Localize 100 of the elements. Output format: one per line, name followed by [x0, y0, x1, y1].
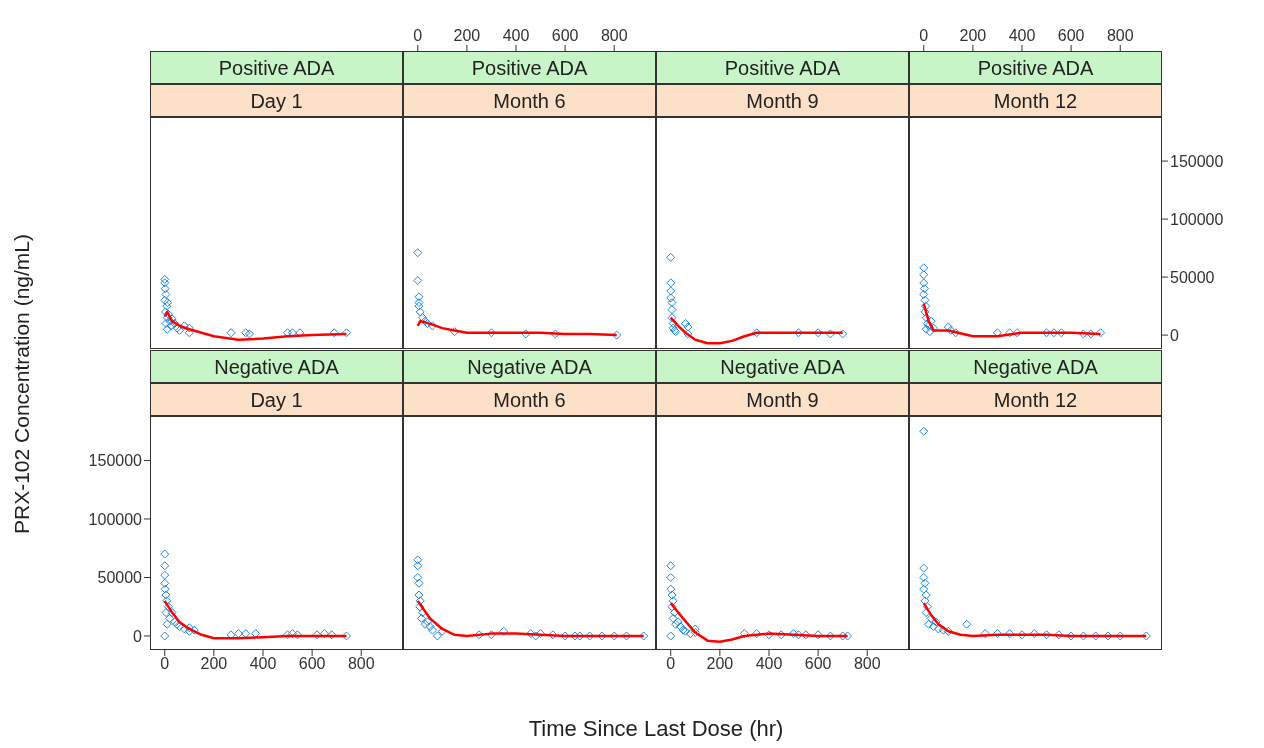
point — [764, 630, 774, 640]
point — [921, 608, 931, 618]
point — [919, 584, 929, 594]
chart-title: Negative ADA — [656, 350, 909, 383]
point — [943, 626, 953, 636]
y-axis-title: PRX-102 Concentration (ng/mL) — [10, 234, 34, 534]
point — [550, 329, 560, 339]
point — [813, 630, 823, 640]
x-tick-label: 600 — [804, 655, 832, 673]
point — [184, 328, 194, 338]
point — [342, 328, 351, 338]
x-tick-label: 400 — [1008, 27, 1036, 44]
chart-title: Positive ADA — [150, 51, 403, 84]
point — [160, 578, 170, 588]
point — [499, 626, 509, 636]
x-tick-label: 800 — [347, 655, 375, 673]
point — [838, 329, 848, 339]
point — [666, 561, 676, 571]
point — [938, 625, 948, 635]
chart-title: Positive ADA — [909, 51, 1162, 84]
point — [474, 630, 484, 640]
point — [919, 563, 929, 573]
point — [919, 270, 929, 280]
point — [1049, 328, 1059, 338]
point — [666, 584, 676, 594]
point — [160, 278, 170, 288]
point — [666, 572, 676, 582]
point — [924, 619, 934, 629]
point — [414, 578, 424, 588]
point — [287, 629, 297, 639]
point — [921, 590, 931, 600]
x-tick-label: 600 — [298, 655, 326, 673]
point — [531, 631, 541, 641]
x-tick-label: 400 — [755, 655, 783, 673]
point — [413, 561, 423, 571]
point — [980, 629, 990, 639]
chart-subtitle: Month 9 — [656, 383, 909, 416]
x-tick-label: 200 — [959, 27, 987, 44]
point — [163, 602, 173, 612]
chart-subtitle: Month 6 — [403, 84, 656, 117]
point — [929, 622, 939, 632]
chart-subtitle: Month 12 — [909, 84, 1162, 117]
x-tick-label: 600 — [1057, 27, 1085, 44]
point — [683, 322, 693, 332]
point — [162, 596, 172, 606]
chart-title: Positive ADA — [403, 51, 656, 84]
point — [919, 572, 929, 582]
x-tick-label: 0 — [666, 655, 676, 673]
point — [668, 613, 678, 623]
point — [160, 631, 170, 641]
chart-title: Positive ADA — [656, 51, 909, 84]
point — [1012, 328, 1022, 338]
point — [160, 570, 170, 580]
point — [813, 328, 823, 338]
point — [166, 321, 176, 331]
chart-subtitle: Month 6 — [403, 383, 656, 416]
point — [680, 318, 690, 328]
point — [925, 327, 935, 337]
chart-subtitle: Month 12 — [909, 383, 1162, 416]
point — [919, 284, 929, 294]
y-tick-label: 150000 — [88, 452, 143, 470]
point — [416, 613, 426, 623]
point — [666, 252, 676, 262]
point — [427, 321, 437, 331]
point — [414, 590, 424, 600]
x-tick-label: 0 — [160, 655, 170, 673]
chart-title: Negative ADA — [403, 350, 656, 383]
point — [962, 619, 972, 629]
point — [825, 329, 835, 339]
point — [919, 426, 929, 436]
chart-subtitle: Day 1 — [150, 383, 403, 416]
x-tick-label: 200 — [453, 27, 481, 44]
x-tick-label: 400 — [249, 655, 277, 673]
point — [920, 295, 930, 305]
point — [521, 329, 531, 339]
point — [667, 305, 677, 315]
point — [413, 248, 423, 258]
point — [668, 596, 678, 606]
point — [667, 298, 677, 308]
point — [283, 630, 293, 640]
y-tick-label: 0 — [133, 627, 143, 645]
y-tick-label: 50000 — [97, 569, 143, 587]
point — [801, 630, 811, 640]
point — [526, 629, 536, 639]
point — [931, 617, 941, 627]
y-tick-label: 100000 — [1170, 210, 1224, 228]
point — [683, 329, 693, 339]
x-tick-label: 400 — [502, 27, 530, 44]
point — [536, 629, 546, 639]
point — [1029, 629, 1039, 639]
point — [667, 590, 677, 600]
point — [160, 274, 170, 284]
point — [312, 630, 322, 640]
point — [415, 307, 425, 317]
point — [329, 328, 339, 338]
point — [1005, 328, 1015, 338]
point — [920, 307, 930, 317]
point — [739, 629, 749, 639]
point — [992, 629, 1002, 639]
point — [789, 629, 799, 639]
